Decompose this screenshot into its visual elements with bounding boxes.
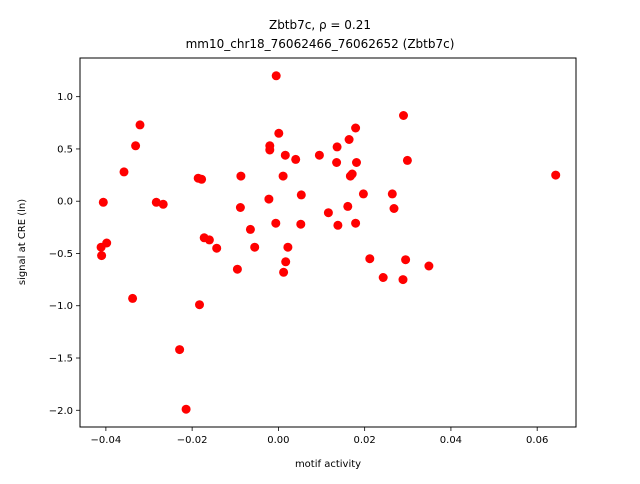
data-point [398, 275, 408, 285]
y-axis-label: signal at CRE (ln) [17, 199, 28, 285]
y-axis-ticks: −2.0 −1.5 −1.0 −0.5 0.0 0.5 1.0 [49, 92, 80, 417]
data-point [401, 255, 411, 265]
data-point [271, 71, 281, 81]
data-point [296, 219, 306, 229]
x-tick-label: −0.04 [91, 435, 122, 446]
data-point [281, 257, 291, 267]
data-point [232, 264, 242, 274]
data-point [351, 218, 361, 228]
data-point [402, 155, 412, 165]
data-point [333, 220, 343, 230]
data-point [98, 197, 108, 207]
data-point [212, 243, 222, 253]
data-point [296, 190, 306, 200]
data-point [204, 235, 214, 245]
data-point [279, 267, 289, 277]
plot-area [79, 57, 577, 428]
data-point [274, 128, 284, 138]
data-point [351, 123, 361, 133]
x-tick-label: 0.04 [440, 435, 462, 446]
y-tick-label: −0.5 [49, 249, 73, 260]
data-point [280, 150, 290, 160]
chart-title-line2: mm10_chr18_76062466_76062652 (Zbtb7c) [186, 37, 455, 51]
axes-frame [79, 57, 577, 428]
data-point [245, 224, 255, 234]
data-point [399, 111, 408, 120]
data-point [151, 197, 161, 207]
data-point [343, 201, 353, 211]
data-point [128, 293, 138, 303]
data-point [387, 189, 397, 199]
data-point [283, 242, 293, 252]
y-tick-label: 0.5 [57, 144, 73, 155]
data-point [314, 150, 324, 160]
data-point [271, 218, 281, 228]
data-point [131, 141, 141, 151]
y-tick-label: −2.0 [49, 406, 73, 417]
data-point [175, 345, 185, 355]
data-point [264, 194, 274, 204]
data-point [119, 167, 129, 177]
data-point [424, 261, 434, 271]
y-tick-label: −1.0 [49, 301, 73, 312]
data-point [181, 404, 191, 414]
data-point [332, 158, 342, 167]
data-point [389, 204, 399, 213]
data-point [323, 208, 333, 218]
data-point [265, 145, 275, 155]
data-point [102, 238, 112, 248]
chart-title-line1: Zbtb7c, ρ = 0.21 [269, 18, 371, 32]
data-point [345, 171, 355, 181]
data-point [344, 135, 354, 144]
x-tick-label: −0.02 [177, 435, 208, 446]
data-point [352, 158, 361, 167]
data-point [250, 242, 260, 252]
data-point [135, 120, 145, 130]
data-point [195, 300, 204, 310]
x-tick-label: 0.06 [526, 435, 548, 446]
data-point [551, 170, 561, 180]
data-point [332, 142, 342, 152]
data-point [291, 154, 301, 164]
data-points [96, 71, 561, 414]
y-tick-label: 1.0 [57, 92, 73, 103]
x-tick-label: 0.02 [354, 435, 376, 446]
x-axis-label: motif activity [295, 459, 361, 470]
data-point [236, 171, 246, 181]
y-tick-label: 0.0 [57, 197, 73, 208]
x-axis-ticks: −0.04 −0.02 0.00 0.02 0.04 0.06 [91, 427, 548, 446]
data-point [365, 254, 375, 264]
data-point [97, 251, 107, 261]
data-point [158, 199, 168, 209]
data-point [358, 189, 368, 199]
y-tick-label: −1.5 [49, 354, 73, 365]
data-point [197, 174, 207, 184]
x-tick-label: 0.00 [267, 435, 289, 446]
data-point [278, 171, 288, 181]
data-point [378, 273, 388, 282]
data-point [235, 203, 245, 212]
